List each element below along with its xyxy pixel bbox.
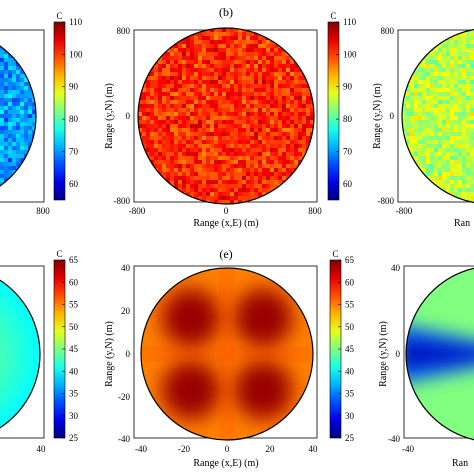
panel-e-colorbar-tick-35: 35 xyxy=(345,389,355,399)
panel-a-circle-outline xyxy=(0,45,37,187)
panel-c-ytick-800: 800 xyxy=(381,26,395,36)
panel-b-ytick-neg800: -800 xyxy=(114,196,131,206)
panel-e-ytick-40: 40 xyxy=(121,263,131,273)
panel-e-colorbar-tick-40: 40 xyxy=(345,366,355,376)
panel-a-colorbar-tick-60: 60 xyxy=(69,179,79,189)
panel-e-xtick-neg40: -40 xyxy=(135,444,147,454)
panel-e-label: (e) xyxy=(219,247,232,261)
panel-e: (e) 40 20 0 -20 -40 -40 -20 0 20 40 Rang… xyxy=(104,247,355,469)
panel-b-colorbar: C 110 100 90 80 70 60 xyxy=(327,11,357,201)
panel-b-xtick-0: 0 xyxy=(224,206,229,216)
panel-f-ytick-0: 0 xyxy=(396,349,401,359)
panel-e-colorbar-tick-50: 50 xyxy=(345,322,355,332)
panel-e-ytick-neg20: -20 xyxy=(118,392,130,402)
panel-e-colorbar-tick-45: 45 xyxy=(345,344,355,354)
panel-b-circle-outline xyxy=(137,27,315,205)
panel-b-colorbar-tick-60: 60 xyxy=(343,179,353,189)
panel-e-xlabel: Range (x,E) (m) xyxy=(193,458,258,469)
panel-c-ylabel: Range (y,N) (m) xyxy=(372,83,383,149)
panel-a-colorbar-ramp xyxy=(53,21,66,201)
panel-c-xtick-neg800: -800 xyxy=(396,206,413,216)
panel-d-colorbar-tick-50: 50 xyxy=(69,322,79,332)
panel-c-ytick-neg800: -800 xyxy=(378,196,395,206)
panel-f-circle-outline xyxy=(405,267,474,441)
panel-d-colorbar-tick-25: 25 xyxy=(69,433,79,443)
panel-a-colorbar-tick-90: 90 xyxy=(69,82,79,92)
panel-b-colorbar-tick-80: 80 xyxy=(343,114,353,124)
panel-f-ytick-40: 40 xyxy=(391,263,401,273)
panel-e-colorbar-unit: C xyxy=(332,249,338,259)
panel-a-colorbar-tick-110: 110 xyxy=(69,17,83,27)
panel-b-xtick-neg800: -800 xyxy=(129,206,146,216)
panel-a-colorbar-tick-80: 80 xyxy=(69,114,79,124)
panel-d-colorbar-unit: C xyxy=(56,249,62,259)
panel-e-colorbar-tick-25: 25 xyxy=(345,433,355,443)
panel-e-colorbar-tick-60: 60 xyxy=(345,277,355,287)
panel-b-xtick-800: 800 xyxy=(308,206,322,216)
panel-b-colorbar-tick-70: 70 xyxy=(343,146,353,156)
panel-e-colorbar-tick-65: 65 xyxy=(345,255,355,265)
panel-b-xlabel: Range (x,E) (m) xyxy=(193,218,258,229)
panel-e-xtick-20: 20 xyxy=(266,444,276,454)
panel-d-colorbar-tick-35: 35 xyxy=(69,389,79,399)
panel-e-xtick-neg20: -20 xyxy=(178,444,190,454)
panel-b-colorbar-tick-100: 100 xyxy=(343,49,357,59)
panel-d-colorbar-tick-40: 40 xyxy=(69,366,79,376)
panel-b-heatmap xyxy=(137,27,315,205)
panel-d-heatmap xyxy=(0,279,41,429)
panel-e-colorbar-tick-30: 30 xyxy=(345,411,355,421)
panel-f-xtick-neg40: -40 xyxy=(402,444,414,454)
panel-d: 40 C 65 60 55 50 45 40 35 30 25 xyxy=(0,249,79,454)
panel-b-colorbar-unit: C xyxy=(330,11,336,21)
panel-e-heatmap xyxy=(140,267,314,441)
panel-e-circle-outline xyxy=(140,267,314,441)
panel-f-ylabel: Range (y,N) (m) xyxy=(378,321,389,387)
panel-b-colorbar-tick-110: 110 xyxy=(343,17,357,27)
panel-c: 800 0 -800 -800 Ran Range (y,N) (m) xyxy=(372,26,474,229)
panel-a-xtick-800: 800 xyxy=(36,206,50,216)
panel-b-ytick-0: 0 xyxy=(126,111,131,121)
panel-b-label: (b) xyxy=(219,5,233,19)
panel-d-circle-outline xyxy=(0,279,41,429)
panel-b-colorbar-tick-90: 90 xyxy=(343,82,353,92)
panel-a-colorbar-tick-100: 100 xyxy=(69,49,83,59)
panel-e-ytick-neg40: -40 xyxy=(118,434,130,444)
panel-f-xlabel: Ran xyxy=(452,458,468,469)
panel-f-ytick-neg40: -40 xyxy=(388,434,400,444)
panel-e-ytick-0: 0 xyxy=(126,349,131,359)
panel-a-colorbar-tick-70: 70 xyxy=(69,146,79,156)
panel-b-colorbar-ramp xyxy=(327,21,340,201)
panel-c-xlabel: Ran xyxy=(454,218,470,229)
panel-d-colorbar: C 65 60 55 50 45 40 35 30 25 xyxy=(53,249,79,443)
panel-a: 800 C 110 100 90 80 70 60 xyxy=(0,11,83,216)
panel-e-colorbar-tick-55: 55 xyxy=(345,300,355,310)
panel-e-ylabel: Range (y,N) (m) xyxy=(104,321,115,387)
panel-e-xtick-0: 0 xyxy=(225,444,230,454)
panel-e-colorbar: C 65 60 55 50 45 40 35 30 25 xyxy=(329,249,355,443)
panel-d-colorbar-tick-60: 60 xyxy=(69,277,79,287)
panel-a-colorbar-unit: C xyxy=(56,11,62,21)
panel-d-colorbar-tick-55: 55 xyxy=(69,300,79,310)
panel-d-colorbar-tick-30: 30 xyxy=(69,411,79,421)
panel-a-colorbar: C 110 100 90 80 70 60 xyxy=(53,11,83,201)
panel-d-xtick-40: 40 xyxy=(37,444,47,454)
panel-d-colorbar-tick-45: 45 xyxy=(69,344,79,354)
panel-c-circle-outline xyxy=(401,28,474,204)
panel-d-colorbar-tick-65: 65 xyxy=(69,255,79,265)
panel-f-heatmap xyxy=(405,266,474,442)
panel-e-ytick-20: 20 xyxy=(121,306,131,316)
panel-b-ytick-800: 800 xyxy=(117,26,131,36)
panel-b-ylabel: Range (y,N) (m) xyxy=(104,83,115,149)
panel-c-ytick-0: 0 xyxy=(390,111,395,121)
panel-f: 40 0 -40 -40 Ran Range (y,N) (m) xyxy=(378,263,474,469)
panel-b: (b) 800 0 -800 -800 0 800 Range (x,E) (m… xyxy=(104,5,357,229)
panel-e-xtick-40: 40 xyxy=(309,444,319,454)
